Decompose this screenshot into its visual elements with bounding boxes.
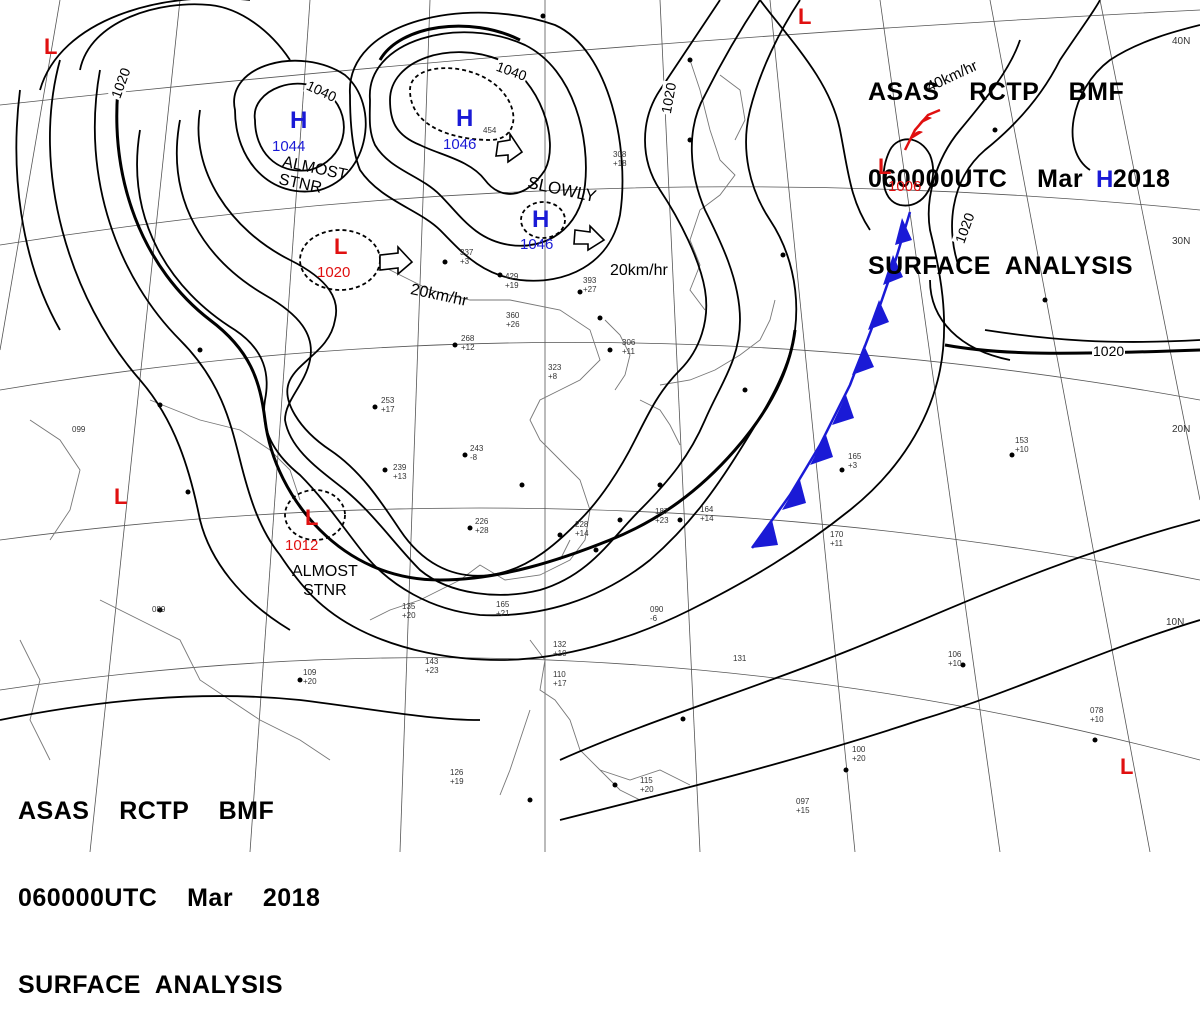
high-center-marker: H [1096, 166, 1114, 193]
station-plot: 109 +20 [303, 668, 317, 686]
station-plot: 143 +23 [425, 657, 439, 675]
motion-label-speed: 20km/hr [610, 262, 668, 279]
low-center-value: 1012 [285, 537, 319, 554]
station-plot: 099 [72, 425, 86, 434]
high-center-marker: H [290, 107, 308, 134]
latitude-label: 30N [1172, 236, 1191, 247]
station-plot: 115 +20 [640, 776, 654, 794]
header-line-3: SURFACE ANALYSIS [868, 252, 1134, 280]
graticule [0, 0, 1200, 852]
header-bottom-left: ASAS RCTP BMF 060000UTC Mar 2018 SURFACE… [18, 739, 320, 1029]
low-center-value: 1020 [317, 264, 351, 281]
high-center-value: 1046 [520, 236, 554, 253]
station-plot: 110 +17 [553, 670, 567, 688]
low-center-marker: L [798, 4, 812, 29]
station-plot: 089 [152, 605, 166, 614]
station-plot: 100 +20 [852, 745, 866, 763]
station-plot: 429 +19 [505, 272, 519, 290]
latitude-label: 10N [1166, 617, 1185, 628]
station-plot: 360 +26 [506, 311, 520, 329]
station-plot: 228 +14 [575, 520, 589, 538]
low-center-marker: L [334, 234, 348, 259]
isobars [0, 0, 1200, 821]
cold-front [750, 211, 912, 549]
station-plot: 253 +17 [381, 396, 395, 414]
station-plot: 126 +19 [450, 768, 464, 786]
header-line-3: SURFACE ANALYSIS [18, 971, 284, 999]
station-plot: 165 +21 [496, 600, 510, 618]
station-plot: 226 +28 [475, 517, 489, 535]
isobar-label: 1020 [1092, 343, 1126, 359]
high-center-marker: H [532, 206, 550, 233]
motion-arrows [379, 131, 606, 276]
station-plot: 323 +8 [548, 363, 562, 381]
station-dots [157, 13, 1098, 803]
motion-label-almost-stnr: ALMOST STNR [292, 563, 358, 599]
station-plot: 454 [483, 126, 497, 135]
station-plot: 131 [733, 654, 747, 663]
station-plot: 243 -8 [470, 444, 484, 462]
low-center-marker: L [305, 505, 319, 530]
station-plot: 078 +10 [1090, 706, 1104, 724]
station-plot: 337 +3 [460, 248, 474, 266]
station-plot: 165 +3 [848, 452, 862, 470]
station-plot: 187 +23 [655, 507, 669, 525]
low-center-marker: L [44, 34, 58, 59]
station-plot: 097 +15 [796, 797, 810, 815]
station-plot: 090 -6 [650, 605, 664, 623]
header-line-2: 060000UTC Mar 2018 [18, 884, 321, 912]
high-center-value: 1046 [443, 136, 477, 153]
latitude-label: 20N [1172, 424, 1191, 435]
station-plot: 393 +27 [583, 276, 597, 294]
coastlines [19, 59, 776, 801]
station-plot: 153 +10 [1015, 436, 1029, 454]
station-plot: 308 +18 [613, 150, 627, 168]
header-line-1: ASAS RCTP BMF [868, 78, 1125, 106]
station-plot: 164 +14 [700, 505, 714, 523]
low-center-marker: L [114, 484, 128, 509]
station-plot: 268 +12 [461, 334, 475, 352]
low-center-marker: L [878, 154, 892, 179]
latitude-label: 40N [1172, 36, 1191, 47]
station-plot: 135 +20 [402, 602, 416, 620]
station-plot: 132 +10 [553, 640, 567, 658]
high-center-value: 1044 [272, 138, 306, 155]
header-line-2: 060000UTC Mar 2018 [868, 165, 1171, 193]
header-line-1: ASAS RCTP BMF [18, 797, 275, 825]
station-plot: 106 +10 [948, 650, 962, 668]
station-plot: 306 +11 [622, 338, 636, 356]
station-plot: 239 +13 [393, 463, 407, 481]
high-center-marker: H [456, 105, 474, 132]
low-center-value: 1006 [888, 178, 922, 195]
station-plot: 170 +11 [830, 530, 844, 548]
header-top-right: ASAS RCTP BMF 060000UTC Mar 2018 SURFACE… [868, 20, 1170, 310]
surface-analysis-map [0, 0, 1200, 852]
occluded-front [903, 108, 941, 151]
low-center-marker: L [1120, 754, 1134, 779]
isobars-bold [115, 24, 1200, 582]
